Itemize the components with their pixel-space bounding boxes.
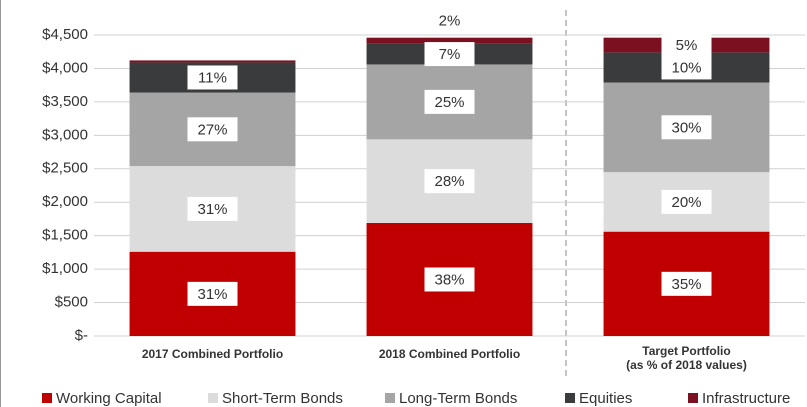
segment-label: 11%: [198, 69, 227, 86]
segment-label: 2%: [439, 13, 461, 30]
label-box: [187, 117, 238, 142]
bar-segment: [129, 60, 296, 63]
x-tick-label: 2018 Combined Portfolio: [379, 347, 520, 361]
label-box: [424, 89, 475, 114]
legend-swatch: [42, 393, 52, 403]
legend-label: Short-Term Bonds: [222, 390, 343, 407]
segment-label: 5%: [676, 37, 698, 54]
segment-label: 31%: [197, 201, 227, 218]
legend-swatch: [688, 393, 698, 403]
label-box: [661, 55, 712, 80]
y-tick-label: $3,500: [42, 93, 88, 110]
segment-label: 10%: [671, 59, 701, 76]
label-box: [187, 65, 238, 90]
label-box: [187, 281, 238, 306]
segment-label: 28%: [434, 173, 464, 190]
y-tick-label: $3,000: [42, 126, 88, 143]
segment-label: 25%: [434, 94, 464, 111]
legend-label: Infrastructure: [702, 390, 790, 407]
label-box: [661, 189, 712, 214]
x-tick-label: Target Portfolio: [642, 344, 730, 358]
legend-swatch: [385, 393, 395, 403]
legend-swatch: [208, 393, 218, 403]
y-tick-label: $4,000: [42, 59, 88, 76]
x-tick-label: 2017 Combined Portfolio: [142, 347, 283, 361]
y-tick-label: $-: [75, 327, 88, 344]
legend-swatch: [565, 393, 575, 403]
segment-label: 7%: [439, 46, 461, 63]
legend-label: Equities: [579, 390, 632, 407]
segment-label: 35%: [671, 276, 701, 293]
segment-label: 30%: [671, 119, 701, 136]
segment-label: 27%: [197, 121, 227, 138]
segment-label: 20%: [671, 194, 701, 211]
y-tick-label: $2,500: [42, 160, 88, 177]
y-tick-label: $2,000: [42, 193, 88, 210]
label-box: [661, 115, 712, 140]
y-tick-label: $4,500: [42, 26, 88, 43]
y-tick-label: $1,000: [42, 260, 88, 277]
label-box: [424, 42, 475, 67]
label-box: [661, 33, 712, 58]
segment-label: 31%: [197, 286, 227, 303]
x-tick-note: (as % of 2018 values): [626, 358, 747, 372]
y-tick-label: $1,500: [42, 227, 88, 244]
bar-segment: [366, 37, 533, 44]
label-box: [424, 267, 475, 292]
y-tick-label: $500: [55, 294, 88, 311]
legend-label: Long-Term Bonds: [399, 390, 517, 407]
legend-label: Working Capital: [56, 390, 162, 407]
label-box: [424, 8, 475, 33]
label-box: [661, 271, 712, 296]
label-box: [424, 169, 475, 194]
label-box: [187, 196, 238, 221]
segment-label: 38%: [434, 271, 464, 288]
